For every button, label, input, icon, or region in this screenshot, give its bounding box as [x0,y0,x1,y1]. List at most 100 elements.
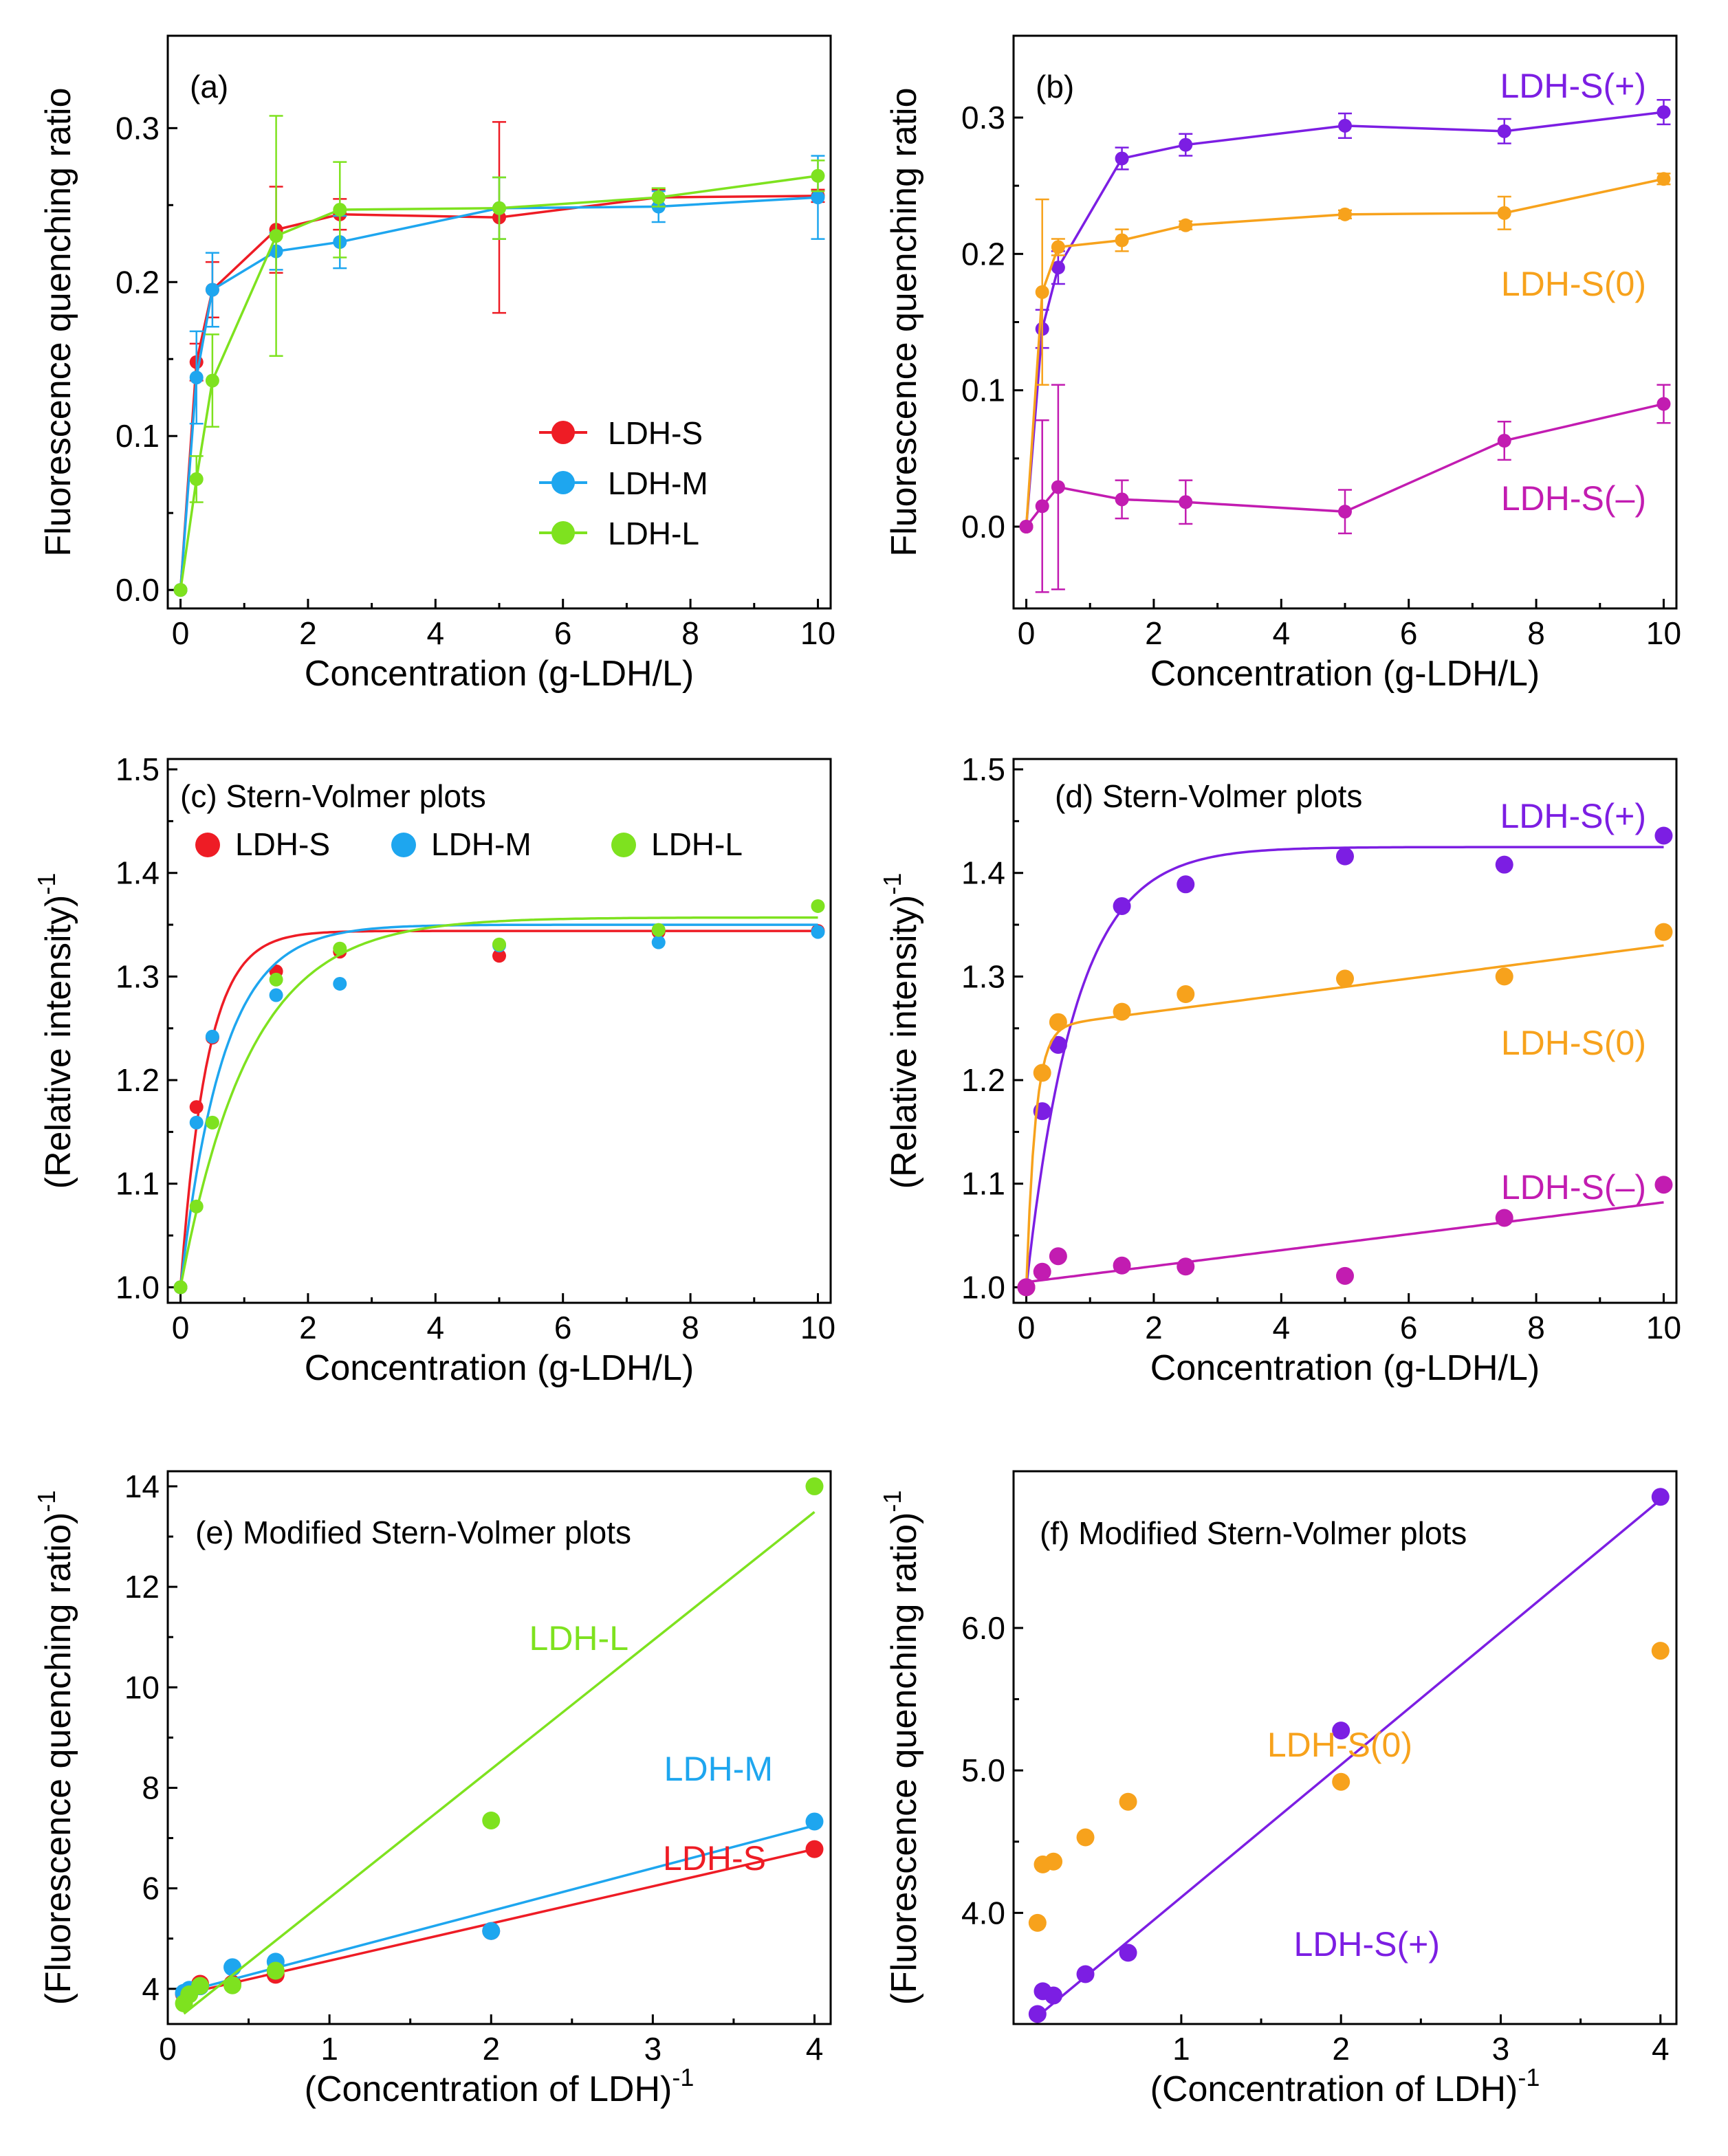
x-tick-label: 6 [554,615,572,651]
data-point [651,935,666,949]
legend-marker [551,521,575,544]
y-tick-label: 1.1 [116,1166,160,1202]
panel-b: 0 2 4 6 8 10 0.0 0.1 0.2 0.3 Concentration (g-LDH/… [884,34,1681,694]
y-tick-label: 6.0 [961,1610,1005,1646]
x-axis-label: Concentration (g-LDH/L) [1150,654,1540,694]
x-tick-label: 8 [681,1310,699,1345]
data-point [1113,896,1131,915]
data-point [1495,967,1513,986]
data-point [1495,855,1513,874]
x-tick-label: 2 [1332,2031,1350,2067]
data-point [1113,1002,1131,1021]
x-tick-label: 10 [800,615,835,651]
fit-line [179,923,818,1288]
x-tick-label: 10 [1646,1310,1681,1345]
x-tick-label: 0 [159,2031,177,2067]
data-point [269,988,283,1002]
data-point [651,190,666,205]
y-tick-label: 12 [124,1569,160,1605]
data-point [1019,520,1033,534]
data-point [805,1812,824,1831]
data-point [811,190,825,205]
data-point [1332,1722,1350,1740]
fit-line [1026,1201,1664,1284]
panel-d: 0 2 4 6 8 10 1.0 1.1 1.2 1.3 1.4 1.5 Concentration (… [878,751,1681,1388]
x-tick-label: 0 [172,1310,190,1345]
x-tick-label: 2 [299,1310,317,1345]
y-axis-label: (Relative intensity)-1 [878,873,924,1189]
series-annotation: LDH-S(+) [1500,797,1646,835]
data-point [1051,240,1065,254]
y-tick-label: 0.2 [961,236,1005,272]
data-point [333,976,347,991]
panel-title: (f) Modified Stern-Volmer plots [1040,1515,1467,1551]
data-point [1033,1064,1051,1082]
data-point [1179,218,1193,232]
series-line [179,175,818,591]
y-axis-label-sup: -1 [878,873,906,895]
y-tick-label: 0.3 [116,110,160,146]
x-tick-label: 1 [320,2031,338,2067]
y-tick-label: 6 [142,1871,160,1906]
series-line [1025,177,1664,527]
data-point [1497,434,1511,448]
data-point [1119,1792,1137,1811]
y-axis-label-group: (Fluorescence quenching ratio)-1 [32,1490,78,2005]
x-tick-label: 3 [644,2031,662,2067]
x-axis-label-sup: -1 [1518,2063,1540,2091]
data-point [1332,1772,1350,1791]
series-annotation: LDH-S(0) [1501,265,1646,303]
series-LDH-S(0) [1028,1642,1670,1932]
y-tick-label: 1.2 [961,1062,1005,1098]
data-point [1497,206,1511,220]
data-point [805,1840,824,1858]
fit-line [179,930,818,1288]
series-annotation: LDH-S(+) [1293,1925,1440,1964]
y-axis-label: (Fluorescence quenching ratio)-1 [32,1490,78,2005]
x-tick-label: 4 [427,1310,445,1345]
x-tick-label: 8 [1527,1310,1545,1345]
panel-title: (c) Stern-Volmer plots [180,778,486,814]
legend-label: LDH-L [651,826,743,862]
data-point [1495,1209,1513,1227]
data-point [482,1811,501,1829]
legend-marker [611,833,636,857]
data-point [1033,1262,1051,1281]
data-point [1656,172,1671,186]
data-point [1115,492,1129,507]
y-axis-label: (Relative intensity)-1 [32,873,78,1189]
y-axis-label-group: (Fluorescence quenching ratio)-1 [878,1490,924,2005]
series-LDH-S(0) [1019,172,1671,534]
y-axis-label: Fluorescence quenching ratio [884,87,924,556]
y-axis-label: Fluorescence quenching ratio [39,87,78,556]
series-LDH-L [173,899,825,1295]
series-annotation: LDH-L [529,1619,628,1658]
panel-title: (b) [1036,69,1074,104]
data-point [205,1115,219,1130]
series-annotation: LDH-S [663,1839,766,1878]
y-axis-label-group: Fluorescence quenching ratio [884,87,924,556]
data-point [811,168,825,183]
x-tick-label: 6 [1400,615,1418,651]
data-point [1049,1013,1067,1031]
x-axis-label: Concentration (g-LDH/L) [1150,1348,1540,1388]
legend-label: LDH-M [608,465,708,501]
x-tick-label: 2 [482,2031,500,2067]
data-point [173,583,188,597]
panel-f: 1 2 3 4 4.0 5.0 6.0 (Concentration of LDH)-1 (Fl… [878,1470,1678,2109]
x-axis-label: (Concentration of LDH)-1 [1150,2063,1540,2109]
data-point [1035,285,1049,299]
data-point [492,201,506,215]
y-tick-label: 4 [142,1971,160,2007]
data-point [266,1961,285,1980]
y-tick-label: 1.1 [961,1166,1005,1202]
data-point [1119,1944,1137,1962]
data-point [1115,151,1129,166]
data-point [1045,1986,1063,2005]
x-tick-label: 10 [800,1310,835,1345]
data-point [173,1280,188,1295]
y-axis-label-sup: -1 [32,1490,61,1512]
data-point [1035,499,1049,514]
data-point [811,925,825,939]
